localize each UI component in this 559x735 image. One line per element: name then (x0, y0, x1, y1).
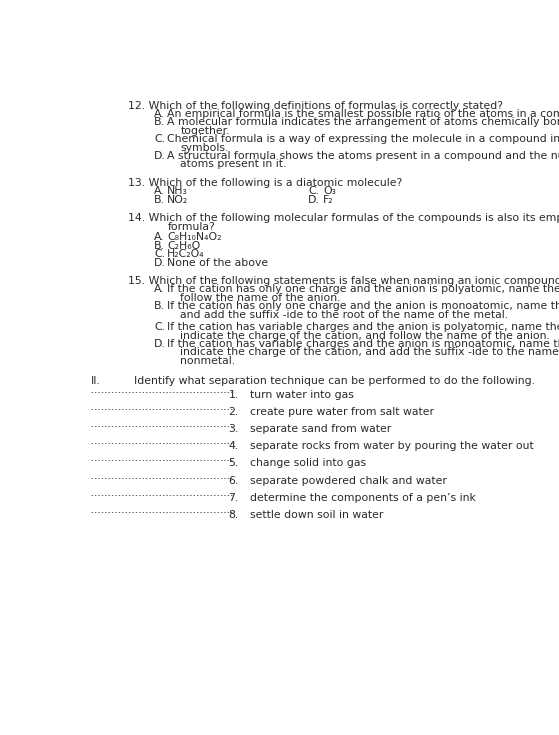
Text: C₈H₁₀N₄O₂: C₈H₁₀N₄O₂ (167, 232, 222, 243)
Text: separate rocks from water by pouring the water out: separate rocks from water by pouring the… (250, 441, 533, 451)
Text: symbols.: symbols. (181, 143, 229, 153)
Text: separate sand from water: separate sand from water (250, 424, 391, 434)
Text: D.: D. (154, 257, 166, 268)
Text: atoms present in it.: atoms present in it. (181, 159, 287, 169)
Text: 1.: 1. (229, 390, 239, 400)
Text: If the cation has variable charges and the anion is monoatomic, name the metal,: If the cation has variable charges and t… (167, 339, 559, 349)
Text: B.: B. (154, 241, 165, 251)
Text: 7.: 7. (229, 492, 239, 503)
Text: O₃: O₃ (323, 186, 336, 196)
Text: C.: C. (308, 186, 319, 196)
Text: 4.: 4. (229, 441, 239, 451)
Text: NH₃: NH₃ (167, 186, 188, 196)
Text: C.: C. (154, 135, 165, 144)
Text: A.: A. (154, 109, 165, 119)
Text: Identify what separation technique can be performed to do the following.: Identify what separation technique can b… (134, 376, 535, 387)
Text: D.: D. (154, 151, 166, 161)
Text: B.: B. (154, 301, 165, 311)
Text: II.: II. (91, 376, 101, 387)
Text: 15. Which of the following statements is false when naming an ionic compound?: 15. Which of the following statements is… (129, 276, 559, 286)
Text: 8.: 8. (229, 510, 239, 520)
Text: 12. Which of the following definitions of formulas is correctly stated?: 12. Which of the following definitions o… (129, 101, 503, 111)
Text: A.: A. (154, 232, 165, 243)
Text: 3.: 3. (229, 424, 239, 434)
Text: settle down soil in water: settle down soil in water (250, 510, 383, 520)
Text: indicate the charge of the cation, and follow the name of the anion.: indicate the charge of the cation, and f… (181, 331, 550, 340)
Text: None of the above: None of the above (167, 257, 268, 268)
Text: separate powdered chalk and water: separate powdered chalk and water (250, 476, 447, 486)
Text: A.: A. (154, 186, 165, 196)
Text: A structural formula shows the atoms present in a compound and the number of: A structural formula shows the atoms pre… (167, 151, 559, 161)
Text: B.: B. (154, 195, 165, 204)
Text: 14. Which of the following molecular formulas of the compounds is also its empir: 14. Which of the following molecular for… (129, 213, 559, 223)
Text: indicate the charge of the cation, and add the suffix ‑ide to the name of the: indicate the charge of the cation, and a… (181, 348, 559, 357)
Text: C.: C. (154, 322, 165, 332)
Text: An empirical formula is the smallest possible ratio of the atoms in a compound.: An empirical formula is the smallest pos… (167, 109, 559, 119)
Text: nonmetal.: nonmetal. (181, 356, 235, 366)
Text: 13. Which of the following is a diatomic molecule?: 13. Which of the following is a diatomic… (129, 178, 402, 188)
Text: F₂: F₂ (323, 195, 334, 204)
Text: turn water into gas: turn water into gas (250, 390, 353, 400)
Text: C₂H₆O: C₂H₆O (167, 241, 201, 251)
Text: create pure water from salt water: create pure water from salt water (250, 407, 434, 417)
Text: If the cation has only one charge and the anion is polyatomic, name the metal an: If the cation has only one charge and th… (167, 284, 559, 295)
Text: 6.: 6. (229, 476, 239, 486)
Text: 2.: 2. (229, 407, 239, 417)
Text: A molecular formula indicates the arrangement of atoms chemically bonded: A molecular formula indicates the arrang… (167, 118, 559, 127)
Text: If the cation has variable charges and the anion is polyatomic, name the metal,: If the cation has variable charges and t… (167, 322, 559, 332)
Text: change solid into gas: change solid into gas (250, 459, 366, 468)
Text: NO₂: NO₂ (167, 195, 188, 204)
Text: D.: D. (154, 339, 166, 349)
Text: A.: A. (154, 284, 165, 295)
Text: follow the name of the anion.: follow the name of the anion. (181, 293, 341, 303)
Text: D.: D. (308, 195, 320, 204)
Text: B.: B. (154, 118, 165, 127)
Text: determine the components of a pen’s ink: determine the components of a pen’s ink (250, 492, 476, 503)
Text: together.: together. (181, 126, 230, 136)
Text: C.: C. (154, 249, 165, 259)
Text: formula?: formula? (167, 221, 215, 232)
Text: Chemical formula is a way of expressing the molecule in a compound in: Chemical formula is a way of expressing … (167, 135, 559, 144)
Text: 5.: 5. (229, 459, 239, 468)
Text: If the cation has only one charge and the anion is monoatomic, name the metal: If the cation has only one charge and th… (167, 301, 559, 311)
Text: and add the suffix ‑ide to the root of the name of the metal.: and add the suffix ‑ide to the root of t… (181, 309, 509, 320)
Text: H₂C₂O₄: H₂C₂O₄ (167, 249, 205, 259)
